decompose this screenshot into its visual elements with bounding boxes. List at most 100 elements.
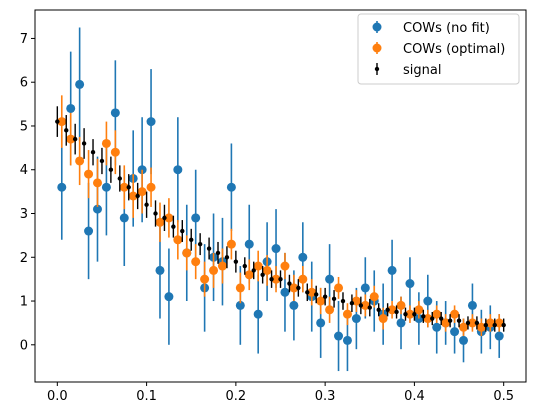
point-signal [90, 150, 96, 155]
point-no-fit [334, 331, 344, 341]
point-optimal [226, 239, 236, 249]
series-optimal [57, 95, 504, 337]
point-signal [135, 193, 140, 199]
point-optimal [351, 296, 361, 306]
y-tick-label: 4 [20, 163, 28, 178]
point-signal [438, 316, 444, 321]
point-signal [358, 303, 364, 308]
point-signal [421, 314, 426, 319]
point-no-fit [450, 327, 460, 337]
point-no-fit [75, 79, 85, 89]
point-no-fit [226, 182, 236, 192]
y-tick-label: 7 [20, 32, 28, 47]
point-signal [403, 311, 408, 317]
point-optimal [325, 305, 335, 315]
point-no-fit [84, 226, 94, 236]
point-no-fit [325, 274, 335, 284]
point-no-fit [360, 283, 370, 293]
point-optimal [92, 178, 102, 188]
point-no-fit [66, 103, 76, 113]
plot-series [55, 27, 506, 372]
point-no-fit [280, 287, 290, 297]
point-signal [180, 228, 185, 234]
point-signal [465, 320, 471, 326]
point-optimal [173, 235, 183, 245]
legend: COWs (no fit) COWs (optimal) signal [357, 13, 520, 85]
point-signal [483, 322, 489, 328]
point-signal [108, 167, 114, 172]
point-optimal [476, 322, 486, 332]
point-no-fit [146, 117, 156, 127]
point-signal [162, 215, 167, 221]
point-optimal [119, 182, 129, 192]
point-optimal [360, 300, 370, 310]
point-optimal [217, 261, 227, 271]
point-optimal [271, 274, 281, 284]
point-no-fit [467, 300, 477, 310]
point-no-fit [342, 335, 352, 345]
point-signal [55, 119, 60, 124]
point-signal [251, 268, 256, 273]
point-no-fit [351, 314, 361, 324]
point-no-fit [101, 182, 111, 192]
point-signal [385, 307, 390, 312]
point-signal [456, 318, 462, 323]
point-signal [331, 296, 337, 302]
y-tick-label: 2 [20, 251, 28, 266]
point-no-fit [119, 213, 129, 223]
y-tick-label: 1 [20, 295, 28, 310]
point-optimal [235, 283, 245, 293]
point-signal [340, 298, 346, 304]
point-no-fit [405, 279, 415, 289]
point-no-fit [110, 108, 120, 118]
point-optimal [369, 292, 379, 302]
x-axis: 0.0 0.1 0.2 0.3 0.4 0.5 [47, 382, 514, 404]
point-no-fit [289, 300, 299, 310]
point-optimal [298, 274, 308, 284]
point-no-fit [423, 296, 433, 306]
point-signal [305, 290, 310, 295]
point-optimal [485, 318, 495, 328]
point-signal [412, 311, 417, 317]
point-optimal [459, 322, 469, 332]
point-no-fit [432, 322, 442, 332]
point-optimal [280, 261, 290, 271]
point-optimal [334, 283, 344, 293]
point-optimal [191, 257, 201, 267]
point-optimal [146, 182, 156, 192]
point-optimal [450, 309, 460, 319]
point-signal [64, 128, 69, 133]
point-no-fit [92, 204, 102, 214]
point-no-fit [244, 239, 254, 249]
point-optimal [101, 138, 111, 148]
point-optimal [66, 134, 76, 144]
y-axis: 0 1 2 3 4 5 6 7 [20, 32, 35, 353]
point-no-fit [57, 182, 67, 192]
point-no-fit [494, 331, 504, 341]
point-no-fit [155, 265, 165, 275]
point-signal [322, 294, 328, 299]
point-signal [81, 141, 87, 146]
point-signal [153, 211, 158, 216]
y-tick-label: 3 [20, 207, 28, 222]
point-optimal [137, 187, 147, 197]
point-signal [72, 136, 78, 142]
x-tick-label: 0.3 [315, 389, 336, 404]
point-optimal [423, 314, 433, 324]
x-tick-label: 0.4 [404, 389, 425, 404]
point-signal [189, 237, 194, 242]
point-signal [492, 322, 497, 328]
point-signal [197, 241, 203, 247]
point-optimal [244, 270, 254, 280]
point-signal [117, 176, 123, 181]
point-signal [269, 276, 274, 282]
point-optimal [110, 147, 120, 157]
point-no-fit [298, 252, 308, 262]
point-optimal [155, 217, 165, 227]
point-signal [260, 272, 265, 277]
point-optimal [441, 318, 451, 328]
point-no-fit [191, 213, 201, 223]
legend-label-no-fit: COWs (no fit) [403, 21, 490, 36]
point-signal [224, 255, 230, 260]
